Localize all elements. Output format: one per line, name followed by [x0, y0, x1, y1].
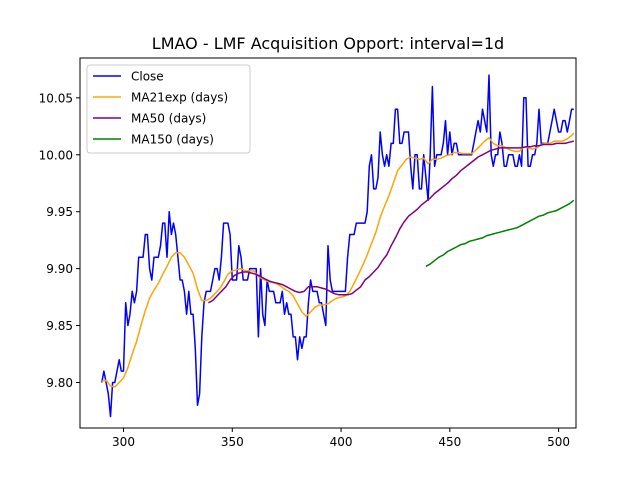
- legend-label: MA21exp (days): [131, 91, 228, 105]
- series-layer: [101, 74, 575, 418]
- y-tick-label: 10.00: [39, 148, 73, 162]
- legend: Close MA21exp (days) MA50 (days) MA150 (day…: [86, 64, 251, 154]
- chart-title: LMAO - LMF Acquisition Opport: interval=…: [152, 34, 504, 53]
- y-tick-label: 9.90: [46, 262, 73, 276]
- legend-label: MA150 (days): [131, 133, 214, 147]
- y-tick-label: 9.95: [46, 205, 73, 219]
- legend-label: Close: [131, 70, 164, 84]
- legend-label: MA50 (days): [131, 112, 206, 126]
- x-tick-label: 500: [547, 435, 570, 449]
- y-tick-label: 10.05: [39, 91, 73, 105]
- series-line-2: [208, 140, 574, 304]
- plot-frame: [79, 57, 577, 429]
- x-tick-label: 450: [438, 435, 461, 449]
- x-tick-label: 300: [112, 435, 135, 449]
- y-tick-label: 9.85: [46, 319, 73, 333]
- y-tick-label: 9.80: [46, 376, 73, 390]
- series-line-1: [101, 132, 575, 388]
- series-line-3: [425, 199, 575, 267]
- legend-box: [86, 64, 251, 154]
- y-axis: 9.80 9.85 9.90 9.95 10.00 10.05: [39, 91, 80, 390]
- x-axis: 300 350 400 450 500: [112, 428, 570, 449]
- x-tick-label: 400: [330, 435, 353, 449]
- x-tick-label: 350: [221, 435, 244, 449]
- series-line-0: [101, 74, 574, 418]
